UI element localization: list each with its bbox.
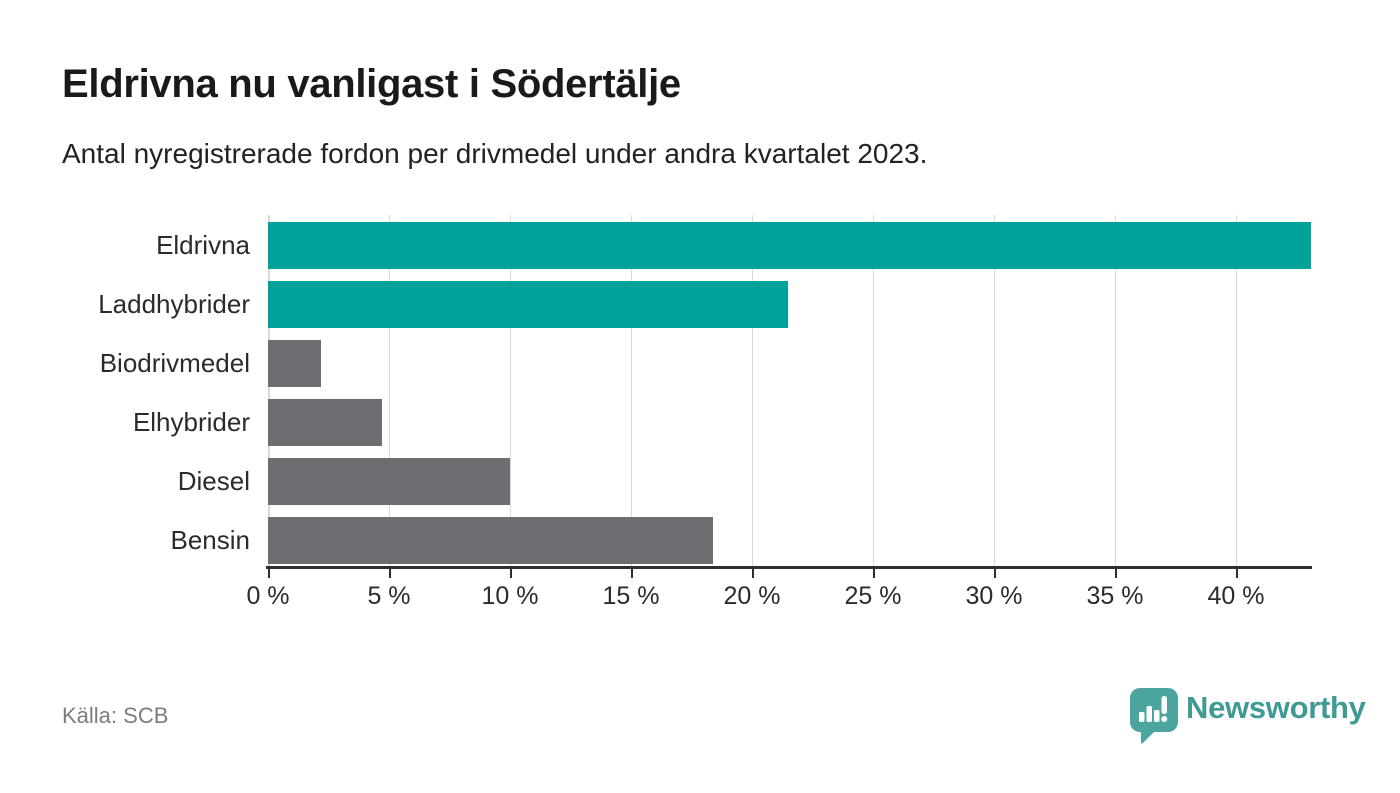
x-tick-10 xyxy=(509,569,512,578)
gridline-10 xyxy=(509,215,512,568)
bar-bensin xyxy=(268,517,714,564)
bar-biodrivmedel xyxy=(268,340,322,387)
newsworthy-wordmark: Newsworthy xyxy=(1186,690,1366,725)
newsworthy-bubble-chart-icon xyxy=(1130,688,1178,744)
gridline-40 xyxy=(1235,215,1238,568)
y-axis-labels: Eldrivna Laddhybrider Biodrivmedel Elhybrid… xyxy=(0,215,250,568)
x-tick-label-10: 10 % xyxy=(481,582,539,610)
x-tick-5 xyxy=(388,569,391,578)
gridline-5 xyxy=(388,215,391,568)
source-note: Källa: SCB xyxy=(62,703,169,728)
chart-subtitle: Antal nyregistrerade fordon per drivmede… xyxy=(62,138,928,169)
x-tick-label-0: 0 % xyxy=(246,582,290,610)
y-label-elhybrider: Elhybrider xyxy=(132,407,250,437)
gridline-15 xyxy=(630,215,633,568)
x-tick-label-25: 25 % xyxy=(844,582,902,610)
y-label-biodrivmedel: Biodrivmedel xyxy=(99,348,250,378)
x-tick-15 xyxy=(630,569,633,578)
newsworthy-logo: Newsworthy xyxy=(1130,688,1366,748)
gridline-30 xyxy=(993,215,996,568)
x-tick-35 xyxy=(1114,569,1117,578)
x-tick-label-15: 15 % xyxy=(602,582,660,610)
x-tick-0 xyxy=(268,569,270,578)
x-tick-label-20: 20 % xyxy=(723,582,781,610)
x-tick-label-5: 5 % xyxy=(367,582,411,610)
x-tick-20 xyxy=(751,569,754,578)
gridline-25 xyxy=(872,215,875,568)
x-axis-tick-labels: 0 % 5 % 10 % 15 % 20 % 25 % 30 % 35 % 40 % xyxy=(246,582,1311,616)
gridline-0 xyxy=(268,215,270,568)
y-label-bensin: Bensin xyxy=(170,525,251,555)
x-axis-line xyxy=(266,566,1312,569)
x-tick-30 xyxy=(993,569,996,578)
x-tick-40 xyxy=(1235,569,1238,578)
x-tick-25 xyxy=(872,569,875,578)
x-tick-label-30: 30 % xyxy=(965,582,1023,610)
bar-eldrivna xyxy=(268,222,1311,269)
x-axis-ticks xyxy=(268,569,1311,579)
gridline-35 xyxy=(1114,215,1117,568)
bar-diesel xyxy=(268,458,510,505)
x-tick-label-40: 40 % xyxy=(1207,582,1265,610)
y-label-diesel: Diesel xyxy=(177,466,250,496)
bar-elhybrider xyxy=(268,399,382,446)
y-label-laddhybrider: Laddhybrider xyxy=(98,289,250,319)
plot-area xyxy=(268,215,1311,568)
chart-title: Eldrivna nu vanligast i Södertälje xyxy=(62,62,681,106)
gridline-20 xyxy=(751,215,754,568)
x-tick-label-35: 35 % xyxy=(1086,582,1144,610)
bar-laddhybrider xyxy=(268,281,789,328)
y-label-eldrivna: Eldrivna xyxy=(156,230,250,260)
